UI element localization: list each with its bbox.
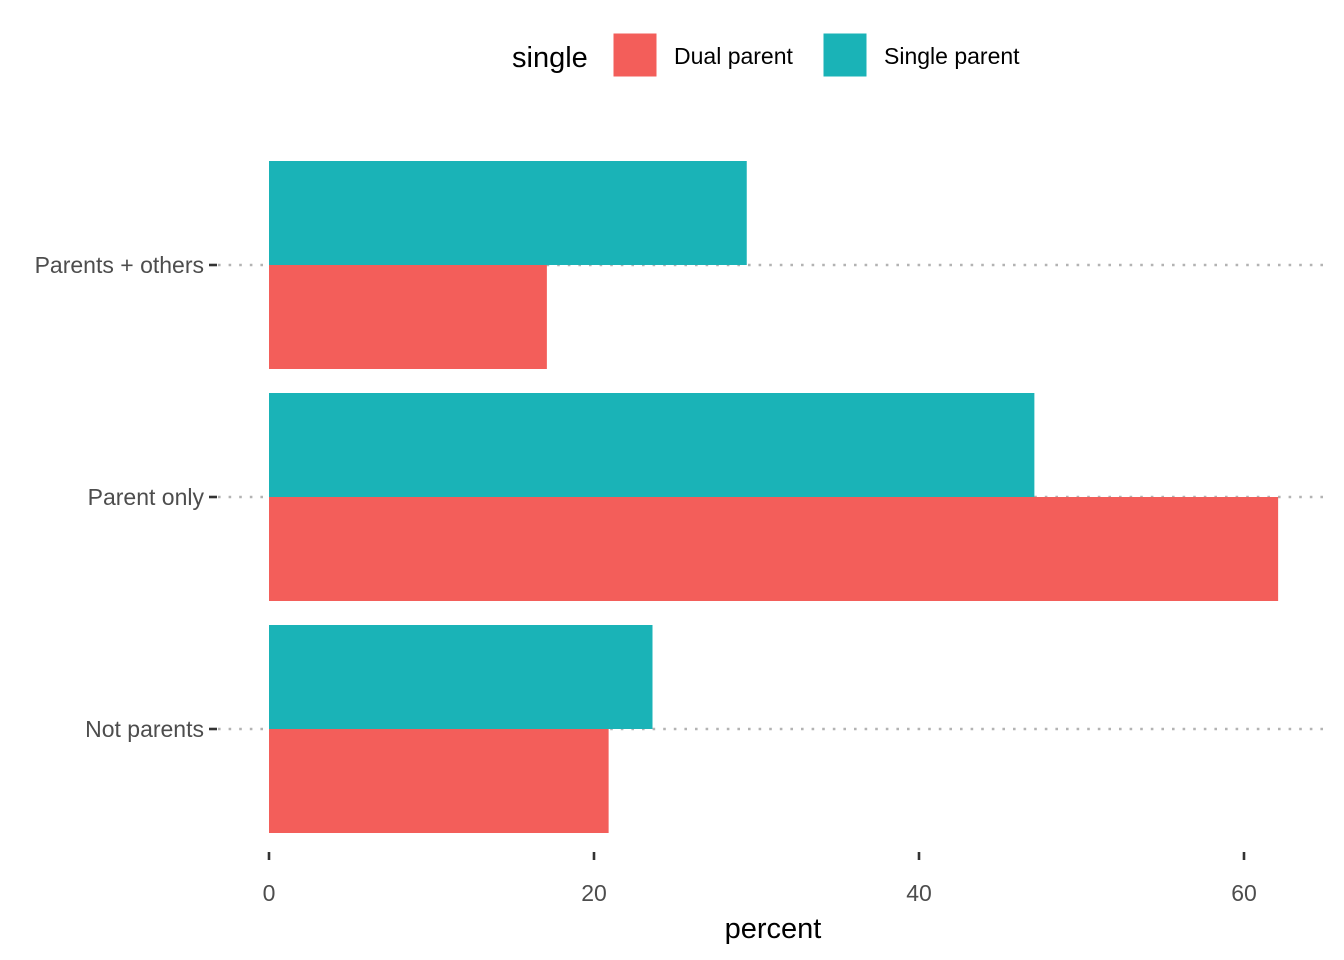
x-axis-title: percent — [725, 913, 822, 945]
bars — [269, 161, 1279, 833]
bar-dual-parent — [269, 497, 1279, 601]
legend-key-dual-parent — [612, 32, 658, 78]
legend-label: Dual parent — [674, 43, 794, 69]
x-tick-label: 60 — [1231, 880, 1257, 906]
bar-single-parent — [269, 161, 747, 265]
bar-single-parent — [269, 393, 1035, 497]
legend-key-single-parent — [822, 32, 868, 78]
x-tick-label: 40 — [906, 880, 932, 906]
bar-dual-parent — [269, 729, 609, 833]
legend: single Dual parent Single parent — [512, 32, 1020, 78]
y-tick-label: Parent only — [88, 484, 205, 510]
legend-label: Single parent — [884, 43, 1020, 69]
y-tick-label: Not parents — [85, 716, 204, 742]
bar-single-parent — [269, 625, 653, 729]
x-tick-label: 20 — [581, 880, 607, 906]
legend-title: single — [512, 42, 588, 74]
y-tick-label: Parents + others — [35, 252, 204, 278]
x-tick-label: 0 — [263, 880, 276, 906]
axes: percent Not parents Parent only Parents + … — [35, 252, 1257, 945]
bar-dual-parent — [269, 265, 547, 369]
